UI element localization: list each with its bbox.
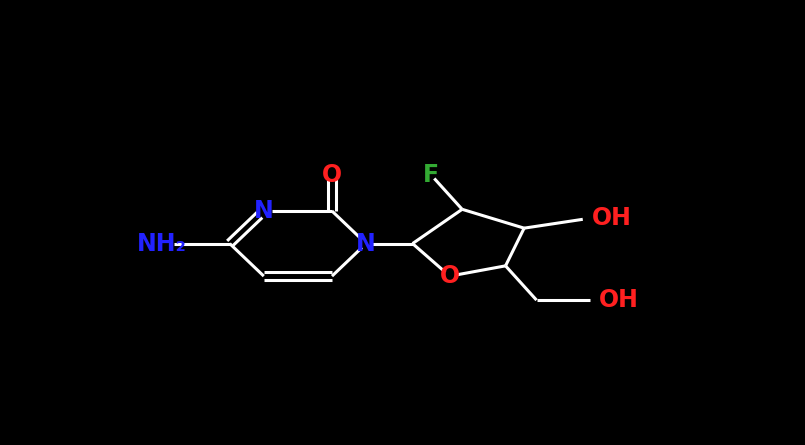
Text: O: O bbox=[440, 264, 460, 288]
Text: O: O bbox=[322, 163, 342, 187]
Text: F: F bbox=[423, 163, 440, 187]
Text: N: N bbox=[356, 231, 376, 255]
Text: N: N bbox=[254, 199, 274, 223]
Text: OH: OH bbox=[592, 206, 632, 230]
Text: NH₂: NH₂ bbox=[137, 231, 187, 255]
Text: OH: OH bbox=[598, 288, 638, 312]
